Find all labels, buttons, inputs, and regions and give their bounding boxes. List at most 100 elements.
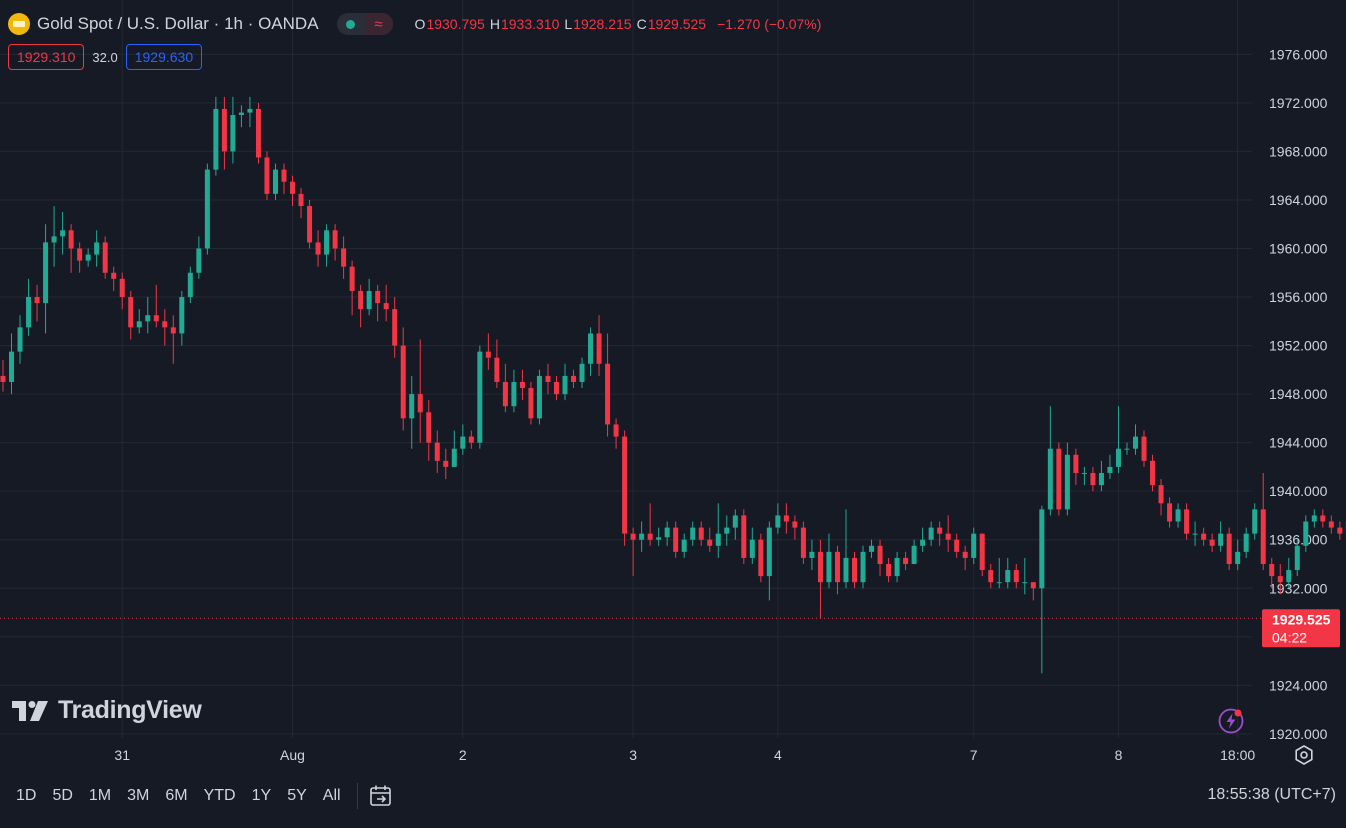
candle-up[interactable] [1048,406,1053,515]
market-status[interactable]: ≈ [337,13,393,35]
tradingview-watermark[interactable]: TradingView [12,696,202,725]
candle-up[interactable] [920,528,925,552]
candle-up[interactable] [230,97,235,164]
candle-up[interactable] [213,97,218,176]
candle-up[interactable] [665,522,670,546]
candle-down[interactable] [1142,431,1147,467]
candle-down[interactable] [256,103,261,164]
candle-down[interactable] [281,164,286,194]
candle-up[interactable] [1005,558,1010,588]
candle-down[interactable] [1,360,6,392]
candle-up[interactable] [588,327,593,376]
candle-down[interactable] [435,431,440,473]
candle-down[interactable] [903,552,908,570]
candle-up[interactable] [1039,506,1044,673]
candle-down[interactable] [707,528,712,552]
candle-up[interactable] [537,370,542,425]
candle-down[interactable] [1056,443,1061,516]
candle-up[interactable] [1193,522,1198,546]
candle-down[interactable] [980,534,985,576]
candle-down[interactable] [307,200,312,249]
candle-down[interactable] [375,285,380,321]
range-button-all[interactable]: All [315,781,349,811]
candle-up[interactable] [1022,558,1027,594]
candle-down[interactable] [1167,497,1172,527]
candle-down[interactable] [699,522,704,546]
candle-up[interactable] [895,552,900,582]
lightning-icon[interactable] [1218,708,1244,734]
candle-up[interactable] [716,503,721,558]
candle-down[interactable] [384,285,389,321]
candle-down[interactable] [784,503,789,533]
candle-down[interactable] [878,540,883,576]
candle-down[interactable] [120,273,125,309]
candle-up[interactable] [656,528,661,546]
candle-up[interactable] [1099,461,1104,491]
candle-up[interactable] [1116,406,1121,473]
candle-up[interactable] [1312,509,1317,527]
candle-down[interactable] [103,236,108,278]
candle-down[interactable] [946,515,951,551]
candle-up[interactable] [239,105,244,127]
candle-down[interactable] [333,224,338,260]
candle-down[interactable] [852,552,857,588]
candle-down[interactable] [1329,515,1334,533]
candle-down[interactable] [886,558,891,582]
range-button-1d[interactable]: 1D [8,781,44,811]
candle-down[interactable] [801,522,806,564]
candle-up[interactable] [750,528,755,564]
candle-up[interactable] [733,509,738,539]
candle-down[interactable] [1159,479,1164,515]
candle-up[interactable] [639,522,644,552]
candle-up[interactable] [273,164,278,200]
candle-down[interactable] [171,315,176,364]
candle-up[interactable] [247,97,252,127]
candle-down[interactable] [758,534,763,583]
timezone-clock[interactable]: 18:55:38 (UTC+7) [1207,786,1336,804]
market-open-icon[interactable] [337,13,365,35]
candle-down[interactable] [605,333,610,436]
candle-up[interactable] [1133,424,1138,454]
candle-up[interactable] [1252,503,1257,539]
candle-down[interactable] [77,242,82,272]
candle-down[interactable] [1261,473,1266,570]
candle-down[interactable] [503,364,508,413]
candle-up[interactable] [511,370,516,412]
candle-down[interactable] [290,176,295,206]
candle-up[interactable] [682,534,687,558]
candle-up[interactable] [137,309,142,333]
candle-down[interactable] [1031,582,1036,600]
candle-up[interactable] [43,224,48,333]
candle-down[interactable] [648,503,653,545]
candle-up[interactable] [1124,443,1129,455]
candle-down[interactable] [988,564,993,588]
candle-up[interactable] [843,509,848,588]
candle-down[interactable] [545,364,550,394]
candle-down[interactable] [35,285,40,321]
candle-down[interactable] [162,309,167,345]
candle-down[interactable] [341,236,346,278]
candle-down[interactable] [469,431,474,449]
candle-down[interactable] [631,528,636,577]
settings-icon[interactable] [1293,744,1315,766]
gold-symbol-icon[interactable] [8,13,30,35]
range-button-3m[interactable]: 3M [119,781,157,811]
candle-down[interactable] [818,540,823,619]
candle-down[interactable] [299,188,304,218]
candle-up[interactable] [809,540,814,570]
candle-up[interactable] [52,206,57,267]
candle-down[interactable] [835,546,840,595]
candle-up[interactable] [205,164,210,255]
candle-down[interactable] [597,315,602,376]
candle-up[interactable] [86,248,91,266]
candle-up[interactable] [18,315,23,364]
candle-up[interactable] [145,297,150,333]
candle-up[interactable] [26,279,31,336]
candle-up[interactable] [452,431,457,467]
candle-down[interactable] [69,224,74,273]
range-button-6m[interactable]: 6M [157,781,195,811]
sell-button[interactable]: 1929.310 [8,44,84,70]
candle-down[interactable] [111,267,116,291]
candle-down[interactable] [392,297,397,358]
range-button-ytd[interactable]: YTD [196,781,244,811]
